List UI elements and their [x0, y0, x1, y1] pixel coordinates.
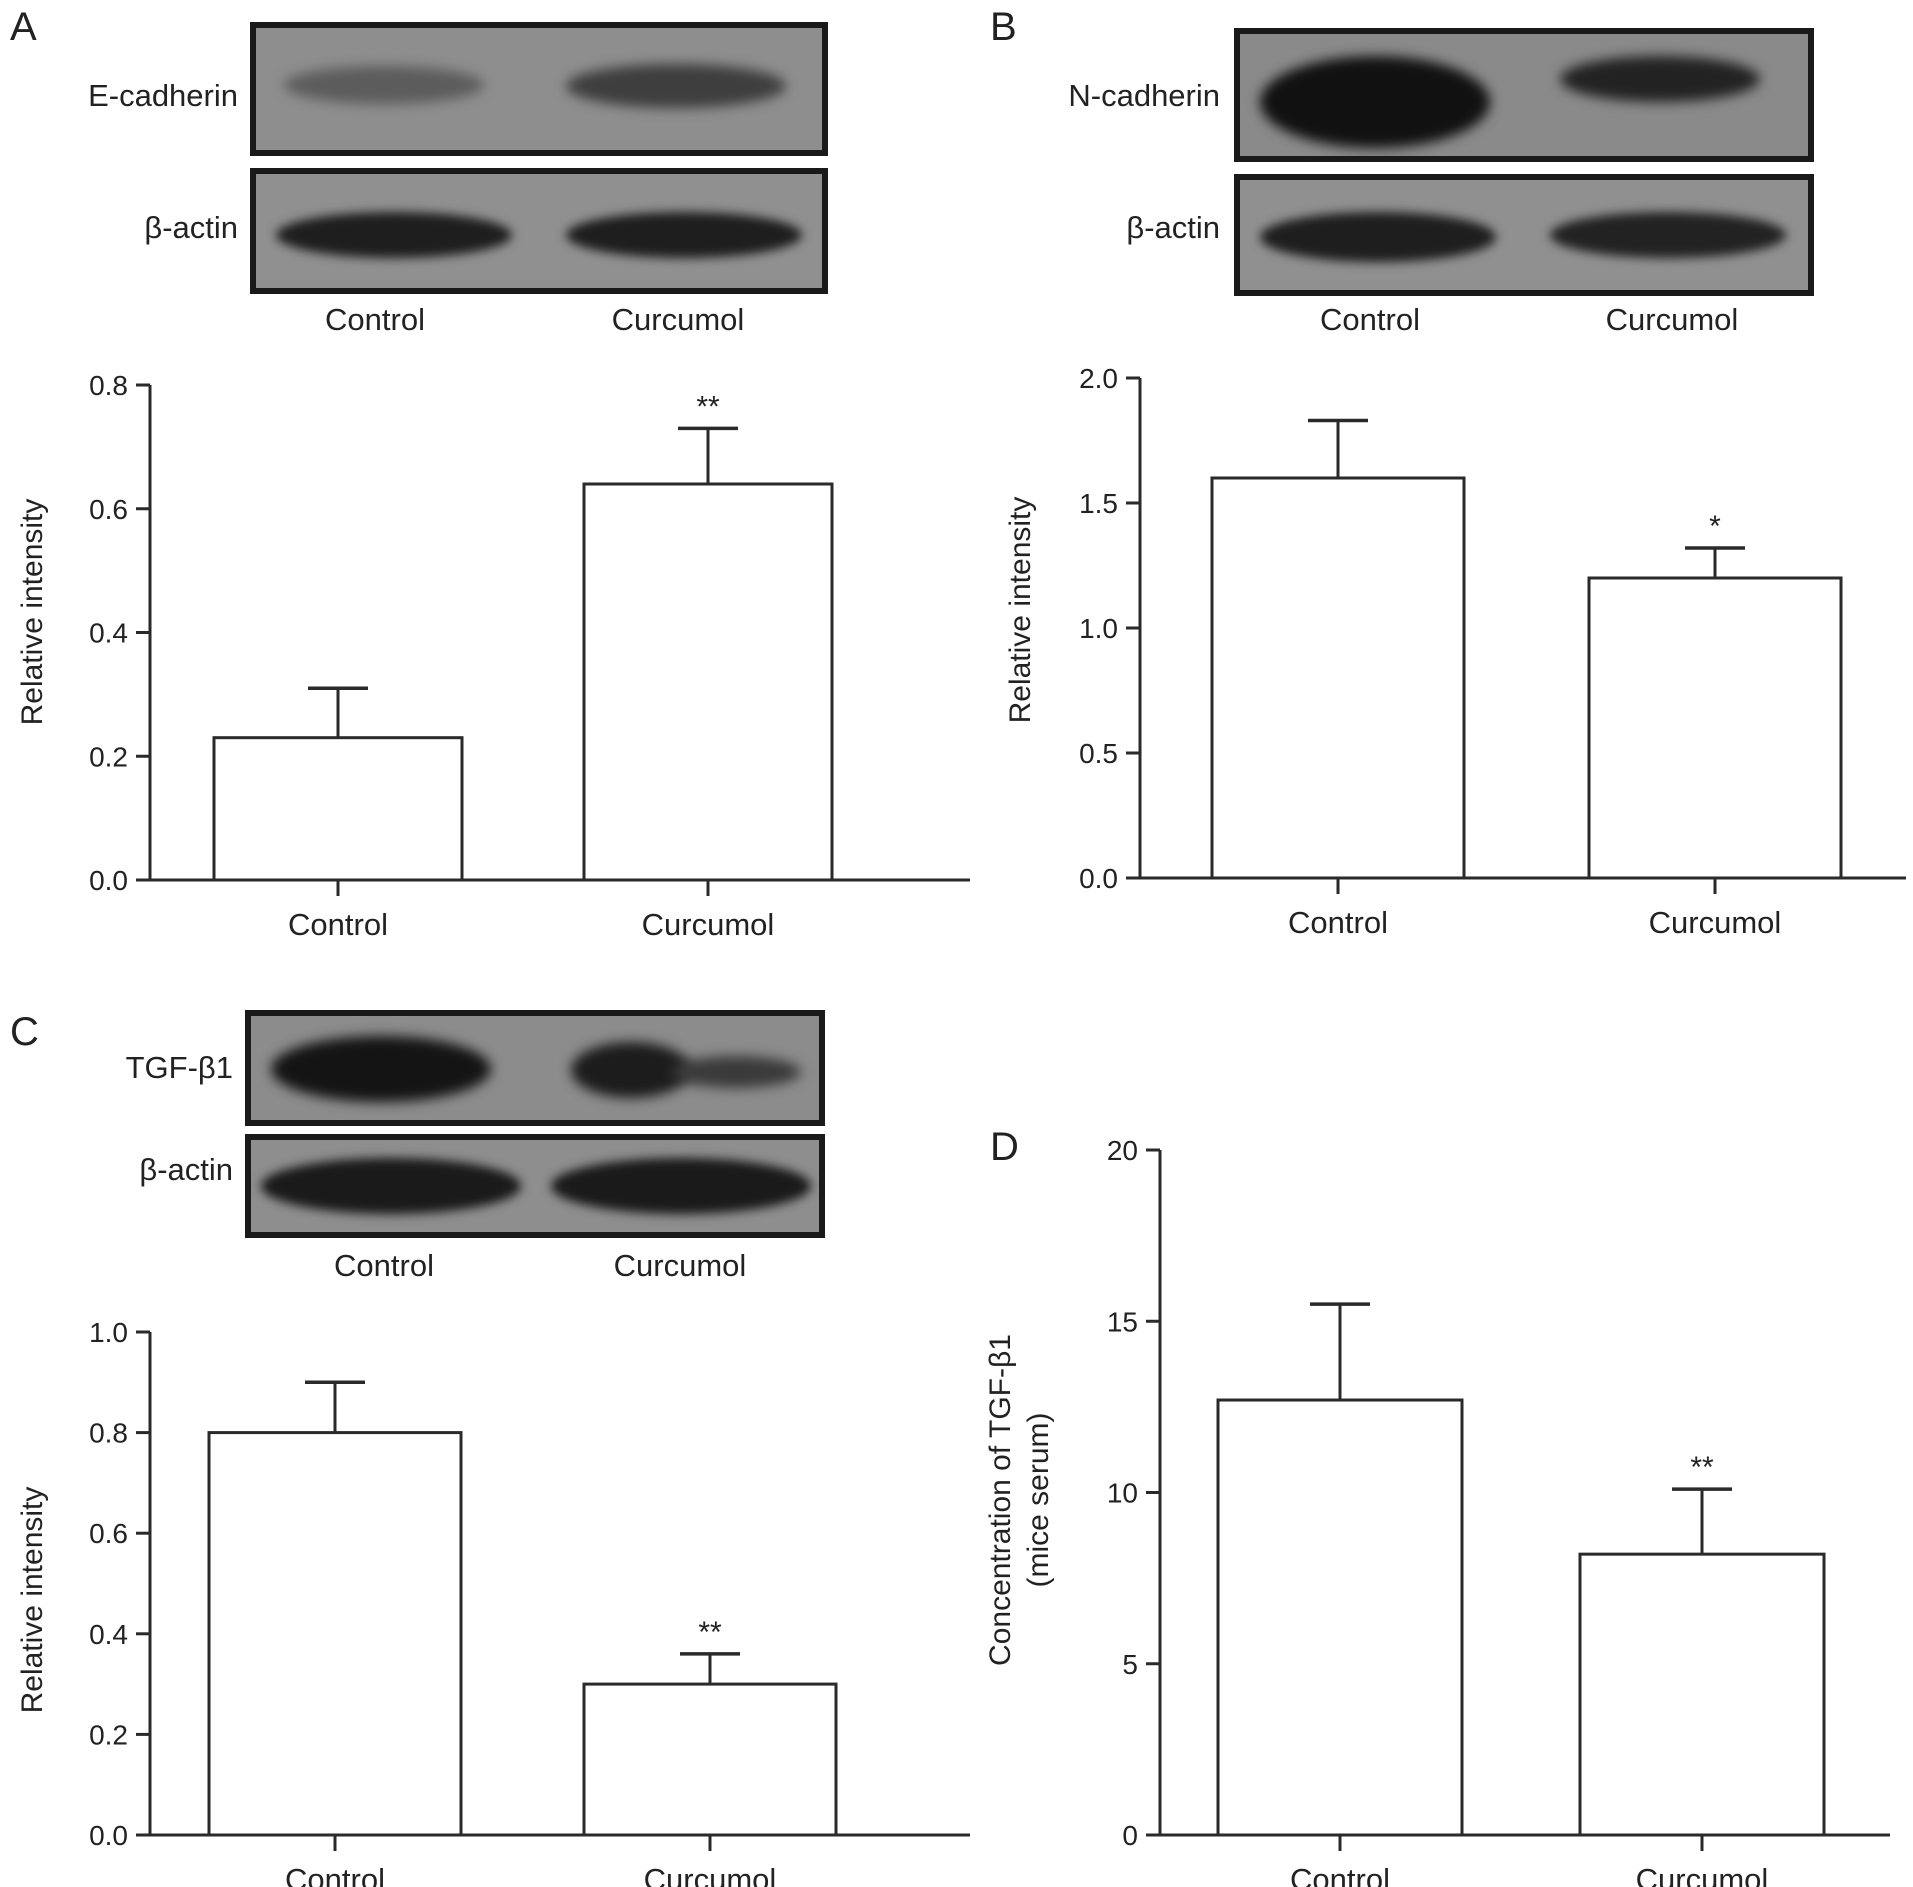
lane-label-curcumol: Curcumol: [611, 302, 745, 337]
blot-row-label-tgf-beta1: TGF-β1: [125, 1050, 233, 1085]
x-category-label: Curcumol: [644, 1862, 777, 1887]
significance-marker: **: [696, 390, 720, 423]
y-tick-label: 0.0: [1079, 863, 1118, 894]
panel-c-letter: C: [10, 1010, 39, 1054]
panel-a-letter: A: [10, 5, 37, 49]
y-tick-label: 15: [1107, 1306, 1138, 1337]
band: [1550, 212, 1786, 258]
blot-row-label-e-cadherin: E-cadherin: [88, 78, 238, 113]
band: [1560, 56, 1760, 102]
y-tick-label: 0.6: [89, 1518, 128, 1549]
blot-strip-n-cadherin: [1234, 28, 1814, 162]
blot-row-label-n-cadherin: N-cadherin: [1068, 78, 1220, 113]
y-tick-label: 5: [1122, 1649, 1138, 1680]
significance-marker: *: [1709, 510, 1721, 543]
lane-label-curcumol: Curcumol: [613, 1248, 747, 1283]
lane-label-control: Control: [334, 1248, 434, 1283]
band: [1260, 56, 1490, 148]
bar: [1587, 576, 1843, 880]
bar: [1210, 476, 1466, 880]
panel-d-letter: D: [990, 1125, 1019, 1169]
blot-strip-beta-actin: [245, 1134, 825, 1238]
y-tick-label: 0.2: [89, 741, 128, 772]
blot-row-label-beta-actin: β-actin: [139, 1152, 233, 1187]
blot-row-label-beta-actin: β-actin: [1126, 210, 1220, 245]
lane-label-curcumol: Curcumol: [1605, 302, 1739, 337]
y-tick-label: 0.0: [89, 1820, 128, 1851]
band: [276, 212, 512, 258]
y-tick-label: 0.5: [1079, 738, 1118, 769]
blot-strip-e-cadherin: [250, 22, 828, 156]
y-axis-label: Relative intensity: [1004, 497, 1037, 724]
lane-label-control: Control: [325, 302, 425, 337]
y-tick-label: 20: [1107, 1135, 1138, 1166]
bar: [582, 482, 834, 882]
blot-strip-tgf-beta1: [245, 1010, 825, 1126]
band: [566, 64, 786, 108]
x-category-label: Curcumol: [1649, 905, 1782, 940]
bar: [207, 1431, 463, 1837]
bar: [212, 736, 464, 882]
x-category-label: Control: [1290, 1862, 1390, 1887]
y-tick-label: 1.0: [89, 1317, 128, 1348]
bar: [1216, 1398, 1464, 1837]
band: [551, 1158, 811, 1214]
band: [1260, 212, 1496, 262]
y-tick-label: 0.6: [89, 494, 128, 525]
significance-marker: **: [698, 1616, 722, 1649]
y-axis-label: (mice serum): [1022, 1412, 1055, 1587]
x-category-label: Control: [288, 907, 388, 942]
significance-marker: **: [1690, 1451, 1714, 1484]
blot-strip-beta-actin: [1234, 174, 1814, 296]
y-tick-label: 0.4: [89, 618, 128, 649]
y-tick-label: 2.0: [1079, 363, 1118, 394]
blot-strip-beta-actin: [250, 168, 828, 294]
y-tick-label: 0.8: [89, 370, 128, 401]
bar: [582, 1682, 838, 1837]
y-axis-label: Concentration of TGF-β1: [984, 1334, 1017, 1666]
band: [671, 1056, 801, 1088]
band: [271, 1036, 491, 1102]
y-tick-label: 1.0: [1079, 613, 1118, 644]
x-category-label: Control: [1288, 905, 1388, 940]
y-tick-label: 10: [1107, 1478, 1138, 1509]
y-tick-label: 0.0: [89, 865, 128, 896]
y-tick-label: 0.8: [89, 1418, 128, 1449]
x-category-label: Control: [285, 1862, 385, 1887]
x-category-label: Curcumol: [642, 907, 775, 942]
x-category-label: Curcumol: [1636, 1862, 1769, 1887]
y-axis-label: Relative intensity: [16, 1487, 49, 1714]
lane-label-control: Control: [1320, 302, 1420, 337]
y-tick-label: 0.4: [89, 1619, 128, 1650]
y-tick-label: 0: [1122, 1820, 1138, 1851]
blot-row-label-beta-actin: β-actin: [144, 210, 238, 245]
y-tick-label: 0.2: [89, 1719, 128, 1750]
band: [566, 212, 802, 258]
bar: [1578, 1552, 1826, 1837]
y-axis-label: Relative intensity: [16, 499, 49, 726]
band: [261, 1158, 521, 1214]
band: [284, 66, 484, 104]
panel-b-letter: B: [990, 5, 1017, 49]
y-tick-label: 1.5: [1079, 488, 1118, 519]
